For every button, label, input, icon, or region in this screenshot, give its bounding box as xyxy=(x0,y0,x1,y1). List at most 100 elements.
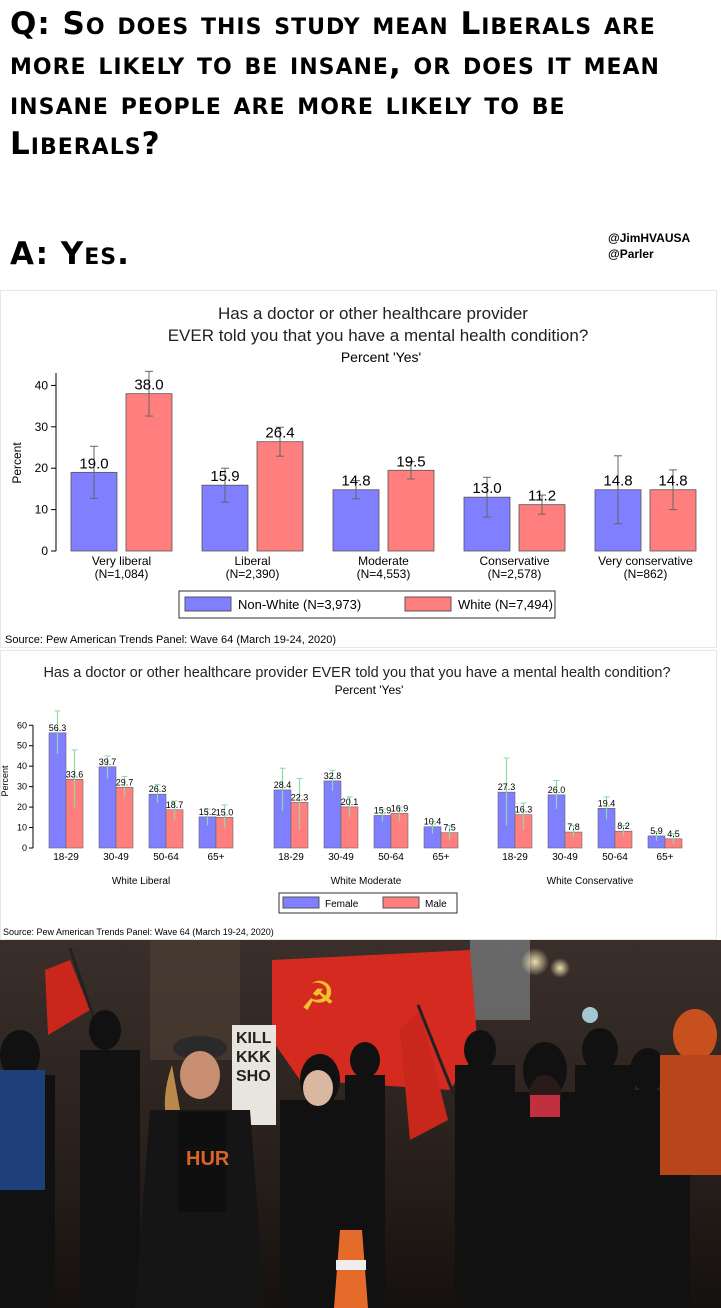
chart-ideology-by-race: Has a doctor or other healthcare provide… xyxy=(5,304,697,646)
face-glasses xyxy=(303,1070,333,1106)
meme-question: Q: So does this study mean Liberals are … xyxy=(10,6,660,162)
chart2-data-label: 7.5 xyxy=(443,823,456,833)
chart1-bar-white-2 xyxy=(387,469,435,552)
chart1-subtitle: Percent 'Yes' xyxy=(341,349,421,365)
chart1-data-label: 13.0 xyxy=(472,480,501,497)
chart1-y-tick-label: 40 xyxy=(35,378,49,392)
chart2-data-label: 8.2 xyxy=(617,821,630,831)
chart2-x-label: 50-64 xyxy=(153,852,179,863)
chart1-x-label: (N=1,084) xyxy=(95,567,149,581)
traffic-cone-stripe xyxy=(336,1260,366,1270)
blue-jacket xyxy=(0,1070,45,1190)
chart1-ylabel: Percent xyxy=(10,442,24,484)
chart1-legend: Non-White (N=3,973) White (N=7,494) xyxy=(178,590,556,619)
chart1-legend-swatch-white xyxy=(404,596,452,612)
chart2-data-label: 16.9 xyxy=(391,803,409,813)
chart2-ylabel: Percent xyxy=(1,765,10,797)
chart1-x-label: (N=862) xyxy=(624,567,668,581)
chart2-subtitle: Percent 'Yes' xyxy=(335,683,404,697)
chart2-group-label: White Liberal xyxy=(112,876,170,887)
chart1-x-label: Conservative xyxy=(479,554,549,568)
chart1-data-label: 38.0 xyxy=(134,377,163,394)
street-light-1 xyxy=(521,948,549,976)
chart2-data-label: 18.7 xyxy=(166,800,184,810)
chart1-x-label: Very liberal xyxy=(92,554,151,568)
chart2-data-label: 5.9 xyxy=(650,826,663,836)
chart2-data-label: 29.7 xyxy=(116,777,134,787)
chart1-x-label: Liberal xyxy=(234,554,270,568)
chart-ideology-by-gender-age: Has a doctor or other healthcare provide… xyxy=(0,665,683,937)
t-shirt xyxy=(178,1112,226,1212)
meme-answer: A: Yes. xyxy=(10,236,130,272)
chart2-data-label: 7.8 xyxy=(567,822,580,832)
chart2-legend: Female Male xyxy=(278,892,458,914)
chart2-data-label: 56.3 xyxy=(49,723,67,733)
chart2-legend-swatch-male xyxy=(382,896,420,909)
chart2-source: Source: Pew American Trends Panel: Wave … xyxy=(3,927,274,937)
chart2-title: Has a doctor or other healthcare provide… xyxy=(43,665,670,681)
chart1-bars: 19.0 38.0 15.9 26.4 14.8 19.5 13.0 11.2 14.8 14.8 xyxy=(70,370,697,552)
protest-sign xyxy=(232,1025,276,1125)
chart2-data-label: 28.4 xyxy=(274,780,292,790)
chart2-y-tick-label: 60 xyxy=(17,720,27,730)
orange-hood xyxy=(673,1009,717,1061)
chart1-data-label: 11.2 xyxy=(528,488,556,505)
chart2-x-label: 18-29 xyxy=(278,852,304,863)
chart2-x-label: 30-49 xyxy=(103,852,129,863)
chart2-data-label: 4.5 xyxy=(667,829,680,839)
chart2-x-label: 30-49 xyxy=(552,852,578,863)
chart2-x-label: 50-64 xyxy=(602,852,628,863)
protest-sign-line1: KILL xyxy=(236,1030,272,1047)
chart2-data-label: 26.3 xyxy=(149,784,167,794)
chart2-group-label: White Conservative xyxy=(547,876,634,887)
watermark-handles: @JimHVAUSA @Parler xyxy=(608,230,690,262)
chart2-x-labels: 18-29 30-49 50-64 65+ White Liberal 18-29 30-4… xyxy=(53,852,673,887)
chart2-x-label: 50-64 xyxy=(378,852,404,863)
chart2-x-label: 65+ xyxy=(208,852,225,863)
chart2-bar-female-1-1 xyxy=(323,780,342,849)
chart1-legend-box xyxy=(178,590,556,619)
chart2-legend-label-female: Female xyxy=(325,899,359,910)
chart2-data-label: 16.3 xyxy=(515,805,533,815)
chart1-x-label: Moderate xyxy=(358,554,409,568)
chart2-legend-swatch-female xyxy=(282,896,320,909)
chart1-data-label: 15.9 xyxy=(210,468,239,485)
chart-panel-by-ideology: Has a doctor or other healthcare provide… xyxy=(0,290,717,648)
chart1-legend-label-nonwhite: Non-White (N=3,973) xyxy=(238,597,361,612)
chart1-y-tick-label: 20 xyxy=(35,461,49,475)
chart-panel-by-gender: Has a doctor or other healthcare provide… xyxy=(0,650,717,940)
chart1-data-label: 19.0 xyxy=(79,455,108,472)
chart2-y-tick-label: 10 xyxy=(17,823,27,833)
chart2-x-label: 30-49 xyxy=(328,852,354,863)
chart2-data-label: 10.4 xyxy=(424,817,442,827)
chart2-data-label: 39.7 xyxy=(99,757,117,767)
street-light-3 xyxy=(582,1007,598,1023)
chart2-bar-female-0-1 xyxy=(98,766,117,849)
chart1-bar-white-0 xyxy=(125,393,173,552)
handle-jimhvausa: @JimHVAUSA xyxy=(608,231,691,245)
building-sign xyxy=(470,940,530,1020)
chart1-data-label: 14.8 xyxy=(341,473,370,490)
chart1-y-tick-label: 30 xyxy=(35,420,49,434)
chart1-legend-swatch-nonwhite xyxy=(184,596,232,612)
chart1-data-label: 19.5 xyxy=(396,453,425,470)
chart2-y-tick-label: 0 xyxy=(22,843,27,853)
chart2-data-label: 33.6 xyxy=(66,769,84,779)
chart2-data-label: 26.0 xyxy=(548,785,566,795)
chart2-y-tick-label: 30 xyxy=(17,782,27,792)
chart1-x-label: Very conservative xyxy=(598,554,693,568)
chart1-y-tick-label: 10 xyxy=(35,503,49,517)
face-center xyxy=(180,1051,220,1099)
chart1-title: Has a doctor or other healthcare provide… xyxy=(168,304,589,345)
chart2-x-label: 18-29 xyxy=(53,852,79,863)
chart2-data-label: 19.4 xyxy=(598,798,616,808)
shirt-print: HUR xyxy=(186,1148,230,1170)
chart2-bars: 56.3 33.6 39.7 29.7 26.3 18.7 15.2 15.0 28.4 22.3… xyxy=(48,710,683,849)
chart1-y-tick-label: 0 xyxy=(41,544,48,558)
chart2-y-tick-label: 20 xyxy=(17,802,27,812)
chart2-data-label: 22.3 xyxy=(291,792,309,802)
protest-sign-line3: SHO xyxy=(236,1068,271,1085)
chart1-x-label: (N=4,553) xyxy=(357,567,411,581)
chart1-data-label: 26.4 xyxy=(265,425,294,442)
chart2-legend-label-male: Male xyxy=(425,899,447,910)
